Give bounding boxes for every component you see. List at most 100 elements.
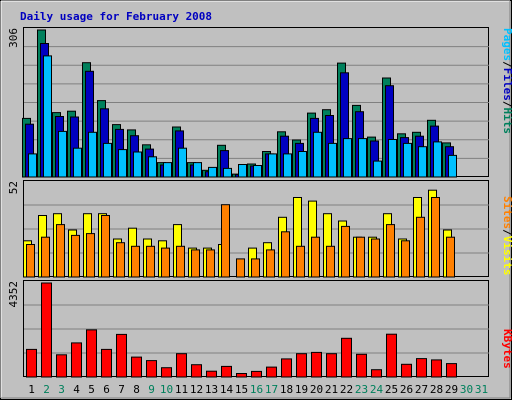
bars-kbytes bbox=[26, 282, 457, 378]
legend-hits: Hits bbox=[501, 108, 512, 135]
x-label-day-23: 23 bbox=[355, 383, 368, 396]
bar-sites-day-28 bbox=[431, 197, 440, 278]
legend-kbytes: KBytes bbox=[501, 329, 512, 369]
bar-pages-day-27 bbox=[418, 146, 427, 178]
bar-pages-day-11 bbox=[178, 147, 187, 178]
bar-pages-day-4 bbox=[73, 147, 82, 178]
max-label-hits: 306 bbox=[7, 28, 20, 48]
bar-kbytes-day-7 bbox=[116, 333, 127, 378]
bar-pages-day-12 bbox=[193, 162, 202, 178]
bar-kbytes-day-6 bbox=[101, 348, 112, 378]
bar-kbytes-day-1 bbox=[26, 348, 37, 378]
x-label-day-18: 18 bbox=[280, 383, 293, 396]
bar-sites-day-2 bbox=[41, 236, 50, 278]
bar-pages-day-10 bbox=[163, 162, 172, 178]
bar-kbytes-day-9 bbox=[146, 360, 157, 378]
bar-sites-day-19 bbox=[296, 245, 305, 278]
bar-sites-day-17 bbox=[266, 249, 275, 278]
legend-sep-3: / bbox=[501, 229, 512, 236]
x-label-day-31: 31 bbox=[475, 383, 488, 396]
bar-sites-day-23 bbox=[356, 236, 365, 278]
bar-pages-day-24 bbox=[373, 160, 382, 178]
bar-kbytes-day-16 bbox=[251, 370, 262, 378]
max-label-kbytes: 4352 bbox=[7, 281, 20, 308]
bar-kbytes-day-23 bbox=[356, 353, 367, 378]
bar-kbytes-day-2 bbox=[41, 282, 52, 378]
bar-sites-day-3 bbox=[56, 224, 65, 278]
bar-kbytes-day-4 bbox=[71, 342, 82, 378]
bar-kbytes-day-14 bbox=[221, 365, 232, 378]
bar-sites-day-12 bbox=[191, 249, 200, 278]
x-label-day-3: 3 bbox=[58, 383, 65, 396]
bar-pages-day-9 bbox=[148, 156, 157, 178]
bar-pages-day-16 bbox=[253, 165, 262, 178]
bar-pages-day-6 bbox=[103, 142, 112, 178]
bar-pages-day-13 bbox=[208, 166, 217, 178]
bar-sites-day-7 bbox=[116, 242, 125, 278]
bar-pages-day-5 bbox=[88, 131, 97, 178]
bar-kbytes-day-26 bbox=[401, 363, 412, 378]
x-label-day-10: 10 bbox=[160, 383, 173, 396]
bar-sites-day-27 bbox=[416, 216, 425, 278]
bar-kbytes-day-22 bbox=[341, 337, 352, 378]
bars-visits-sites bbox=[23, 189, 455, 278]
bar-sites-day-20 bbox=[311, 236, 320, 278]
panel-hits-files-pages bbox=[22, 27, 489, 178]
bar-kbytes-day-25 bbox=[386, 333, 397, 378]
x-label-day-28: 28 bbox=[430, 383, 443, 396]
bar-kbytes-day-20 bbox=[311, 351, 322, 378]
bar-kbytes-day-19 bbox=[296, 353, 307, 378]
bar-kbytes-day-3 bbox=[56, 354, 67, 378]
x-label-day-22: 22 bbox=[340, 383, 353, 396]
bar-sites-day-16 bbox=[251, 258, 260, 278]
bar-sites-day-14 bbox=[221, 204, 230, 278]
legend-visits-sites: Sites/Visits bbox=[501, 196, 512, 276]
panel-visits-sites bbox=[23, 180, 489, 278]
bar-sites-day-22 bbox=[341, 225, 350, 278]
x-label-day-24: 24 bbox=[370, 383, 384, 396]
bar-kbytes-day-24 bbox=[371, 369, 382, 378]
x-label-day-15: 15 bbox=[235, 383, 248, 396]
bar-sites-day-4 bbox=[71, 234, 80, 278]
bar-sites-day-25 bbox=[386, 224, 395, 278]
bar-kbytes-day-21 bbox=[326, 353, 337, 378]
x-axis-labels: 1 2 3 4 5 6 7 8 9 10 11 12 13 14 15 16 17 18 19 20 21 22 23 24 2… bbox=[28, 383, 488, 396]
x-label-day-4: 4 bbox=[73, 383, 80, 396]
bar-kbytes-day-28 bbox=[431, 359, 442, 378]
bar-pages-day-29 bbox=[448, 154, 457, 178]
x-label-day-17: 17 bbox=[265, 383, 278, 396]
bar-sites-day-5 bbox=[86, 233, 95, 278]
bar-kbytes-day-12 bbox=[191, 364, 202, 378]
bar-kbytes-day-15 bbox=[236, 373, 247, 378]
x-label-day-1: 1 bbox=[28, 383, 35, 396]
bar-pages-day-21 bbox=[328, 142, 337, 178]
x-label-day-14: 14 bbox=[220, 383, 234, 396]
x-label-day-30: 30 bbox=[460, 383, 473, 396]
bar-kbytes-day-29 bbox=[446, 363, 457, 378]
bar-sites-day-13 bbox=[206, 249, 215, 278]
bar-sites-day-10 bbox=[161, 247, 170, 278]
bar-pages-day-17 bbox=[268, 153, 277, 178]
bar-pages-day-14 bbox=[223, 167, 232, 178]
legend-visits: Visits bbox=[501, 236, 512, 276]
bar-pages-day-8 bbox=[133, 151, 142, 178]
legend-sep-1: / bbox=[501, 61, 512, 68]
bar-pages-day-20 bbox=[313, 131, 322, 178]
bar-sites-day-1 bbox=[26, 244, 35, 278]
x-label-day-13: 13 bbox=[205, 383, 218, 396]
x-label-day-27: 27 bbox=[415, 383, 428, 396]
bar-sites-day-15 bbox=[236, 258, 245, 278]
bar-pages-day-18 bbox=[283, 153, 292, 178]
bar-sites-day-26 bbox=[401, 240, 410, 278]
bar-pages-day-15 bbox=[238, 164, 247, 178]
bar-pages-day-22 bbox=[343, 138, 352, 178]
x-label-day-20: 20 bbox=[310, 383, 323, 396]
x-label-day-26: 26 bbox=[400, 383, 413, 396]
x-label-day-21: 21 bbox=[325, 383, 338, 396]
bar-pages-day-19 bbox=[298, 151, 307, 178]
legend-sep-2: / bbox=[501, 101, 512, 108]
bar-kbytes-day-10 bbox=[161, 367, 172, 378]
bar-pages-day-7 bbox=[118, 149, 127, 178]
x-label-day-25: 25 bbox=[385, 383, 398, 396]
